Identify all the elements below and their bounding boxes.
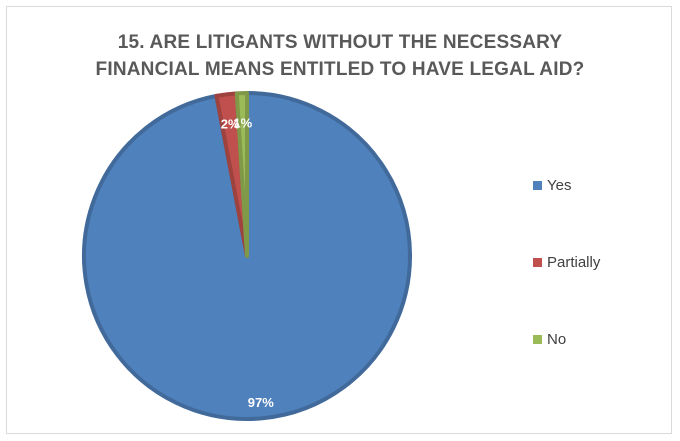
legend-swatch-partially: [533, 258, 542, 267]
data-label-yes: 97%: [248, 395, 274, 410]
pie-slice-no[interactable]: [234, 90, 249, 258]
legend-label-partially: Partially: [547, 254, 601, 271]
chart-title: 15. ARE LITIGANTS WITHOUT THE NECESSARY …: [7, 29, 673, 83]
pie-chart: 97% 2%1%: [82, 90, 412, 421]
chart-title-line-2: FINANCIAL MEANS ENTITLED TO HAVE LEGAL A…: [95, 59, 585, 80]
data-label-no: 1%: [233, 115, 252, 130]
legend-swatch-yes: [533, 181, 542, 190]
legend-label-no: No: [547, 331, 567, 348]
pie-data-labels: 97% 2%1%: [221, 115, 274, 410]
data-label-partially: 2%: [221, 116, 240, 131]
legend-swatch-no: [533, 335, 542, 344]
pie-slices: [82, 90, 412, 421]
chart-frame: 15. ARE LITIGANTS WITHOUT THE NECESSARY …: [6, 6, 672, 434]
legend-item-no[interactable]: No: [533, 331, 566, 348]
legend-item-partially[interactable]: Partially: [533, 254, 600, 271]
legend-label-yes: Yes: [547, 177, 572, 194]
chart-title-line-1: 15. ARE LITIGANTS WITHOUT THE NECESSARY: [117, 32, 563, 53]
legend-item-yes[interactable]: Yes: [533, 177, 571, 194]
